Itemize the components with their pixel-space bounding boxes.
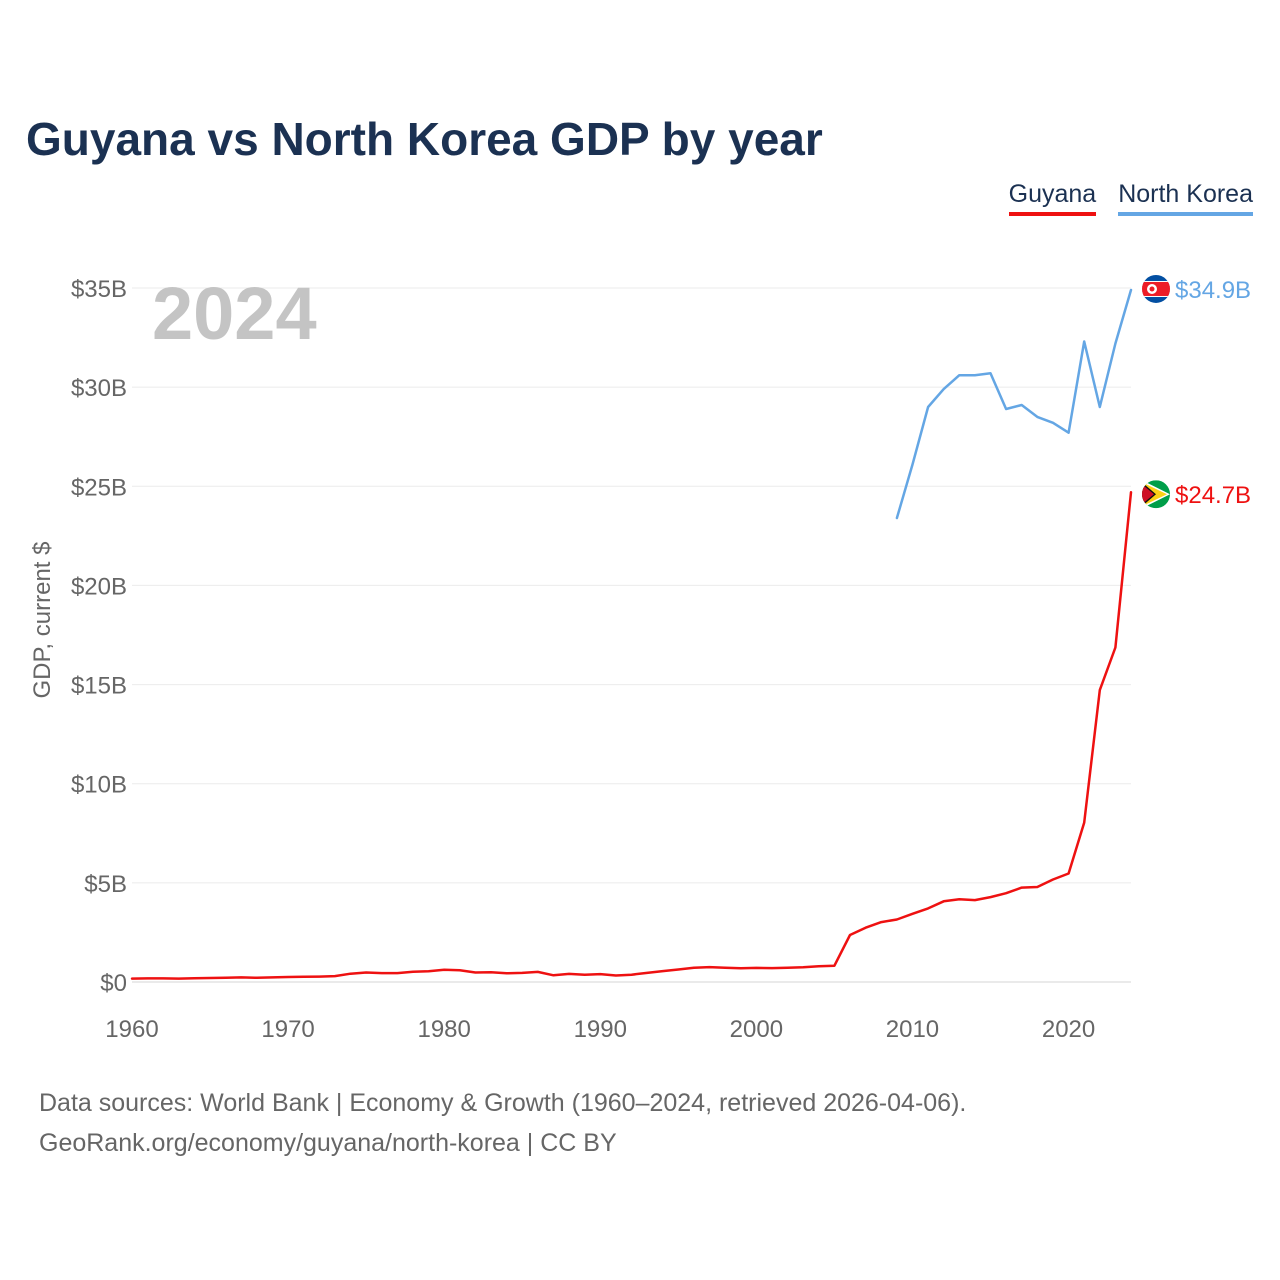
series-line-guyana: [130, 490, 1133, 980]
legend: Guyana North Korea: [1008, 180, 1253, 216]
year-watermark: 2024: [152, 272, 317, 355]
source-line-data: Data sources: World Bank | Economy & Gro…: [39, 1089, 967, 1117]
line-chart: $0 $5B $10B $15B $20B $25B $30B $35B 1960 1970 198…: [29, 272, 1251, 1043]
x-tick-label: 1980: [417, 1016, 470, 1043]
x-tick-label: 1960: [105, 1016, 158, 1043]
y-tick-label: $10B: [71, 772, 127, 799]
legend-item-guyana[interactable]: Guyana: [1008, 180, 1097, 216]
y-tick-label: $5B: [84, 871, 127, 898]
chart-title: Guyana vs North Korea GDP by year: [26, 113, 823, 165]
series-line-north-korea: [895, 288, 1133, 520]
north-korea-flag-icon: [1142, 274, 1170, 303]
y-tick-label: $25B: [71, 474, 127, 501]
x-tick-label: 1990: [574, 1016, 627, 1043]
guyana-flag-icon: [1142, 480, 1170, 509]
y-tick-label: $35B: [71, 276, 127, 303]
x-tick-label: 2010: [886, 1016, 939, 1043]
y-tick-label: $15B: [71, 673, 127, 700]
y-tick-label: $30B: [71, 375, 127, 402]
y-tick-label: $20B: [71, 573, 127, 600]
source-note: Data sources: World Bank | Economy & Gro…: [39, 1083, 966, 1163]
y-tick-label: $0: [100, 970, 127, 997]
source-line-url[interactable]: GeoRank.org/economy/guyana/north-korea |…: [39, 1129, 617, 1157]
x-tick-label: 2020: [1042, 1016, 1095, 1043]
end-label-guyana: $24.7B: [1175, 482, 1251, 509]
end-label-north-korea: $34.9B: [1175, 277, 1251, 304]
x-tick-label: 1970: [261, 1016, 314, 1043]
x-tick-label: 2000: [730, 1016, 783, 1043]
y-axis-label: GDP, current $: [29, 542, 56, 699]
legend-item-north-korea[interactable]: North Korea: [1118, 180, 1253, 216]
